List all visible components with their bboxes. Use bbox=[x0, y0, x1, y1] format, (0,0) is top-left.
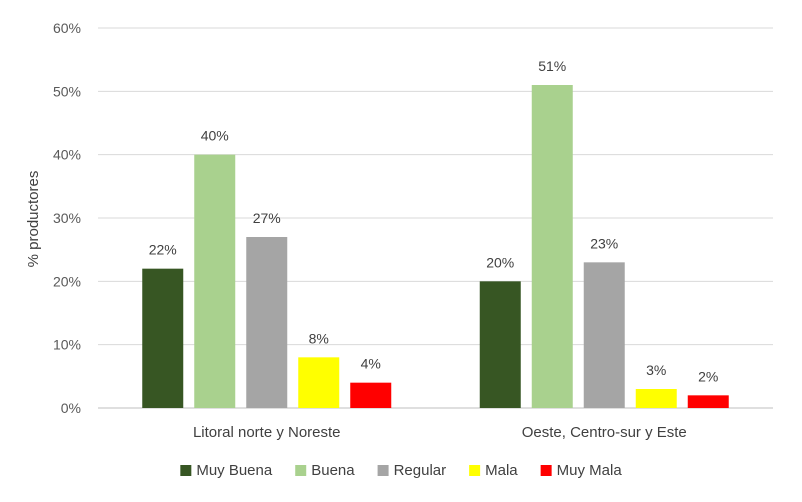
legend-swatch bbox=[295, 465, 307, 476]
y-tick-label: 10% bbox=[53, 337, 81, 353]
bar-buena bbox=[194, 154, 236, 408]
legend-item: Mala bbox=[469, 462, 518, 479]
data-labels: 22% 40% 27% 8% 4% 20% 51% 23% 3% 2% bbox=[149, 58, 719, 384]
legend-swatch bbox=[180, 465, 192, 476]
bar-muy-buena bbox=[479, 281, 521, 408]
data-label: 8% bbox=[309, 330, 329, 346]
bar-regular bbox=[583, 262, 625, 408]
data-label: 27% bbox=[253, 210, 281, 226]
data-label: 40% bbox=[201, 128, 229, 144]
bar-mala bbox=[298, 357, 340, 408]
y-tick-label: 40% bbox=[53, 147, 81, 163]
y-tick-label: 30% bbox=[53, 210, 81, 226]
legend-label: Mala bbox=[485, 462, 518, 479]
legend-label: Muy Mala bbox=[557, 462, 623, 479]
y-tick-label: 20% bbox=[53, 273, 81, 289]
data-label: 20% bbox=[486, 254, 514, 270]
category-label: Oeste, Centro-sur y Este bbox=[522, 424, 687, 441]
data-label: 22% bbox=[149, 242, 177, 258]
category-label: Litoral norte y Noreste bbox=[193, 424, 341, 441]
data-label: 2% bbox=[698, 368, 718, 384]
legend-item: Muy Mala bbox=[540, 462, 623, 479]
legend-label: Muy Buena bbox=[196, 462, 273, 479]
data-label: 3% bbox=[646, 362, 666, 378]
bar-muy-mala bbox=[687, 395, 729, 408]
y-axis-title: % productores bbox=[25, 171, 42, 268]
y-axis-ticks: 0% 10% 20% 30% 40% 50% 60% bbox=[53, 20, 81, 416]
bar-regular bbox=[246, 237, 288, 408]
y-tick-label: 50% bbox=[53, 83, 81, 99]
legend-label: Regular bbox=[394, 462, 447, 479]
x-axis-categories: Litoral norte y Noreste Oeste, Centro-sur… bbox=[193, 424, 687, 441]
y-tick-label: 60% bbox=[53, 20, 81, 36]
data-label: 23% bbox=[590, 235, 618, 251]
legend-swatch bbox=[469, 465, 481, 476]
y-tick-label: 0% bbox=[61, 400, 81, 416]
legend-swatch bbox=[540, 465, 552, 476]
legend-item: Muy Buena bbox=[180, 462, 273, 479]
legend-item: Regular bbox=[377, 462, 447, 479]
bar-buena bbox=[531, 85, 573, 408]
bar-muy-buena bbox=[142, 268, 184, 408]
legend-item: Buena bbox=[295, 462, 355, 479]
bar-muy-mala bbox=[350, 382, 392, 408]
bars bbox=[142, 85, 729, 408]
data-label: 51% bbox=[538, 58, 566, 74]
legend-swatch bbox=[377, 465, 389, 476]
data-label: 4% bbox=[361, 356, 381, 372]
bar-mala bbox=[635, 389, 677, 408]
legend-label: Buena bbox=[311, 462, 355, 479]
legend: Muy Buena Buena Regular Mala Muy Mala bbox=[180, 462, 622, 479]
